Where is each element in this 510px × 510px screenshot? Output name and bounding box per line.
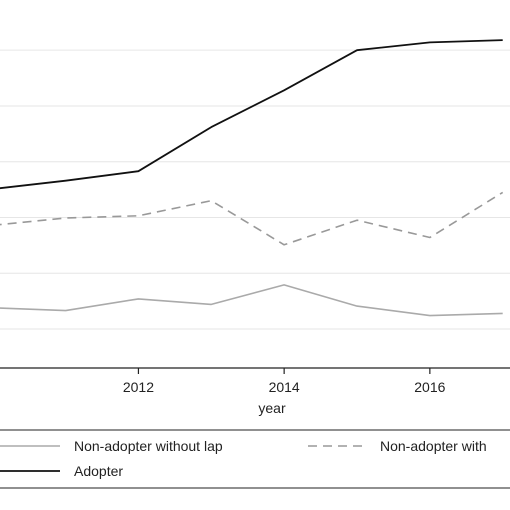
x-tick-label: 2012 — [123, 379, 154, 395]
x-axis-title: year — [258, 400, 286, 416]
series-line-3 — [0, 39, 503, 190]
series-line-1 — [0, 284, 503, 317]
legend-label-1: Non-adopter without lap — [74, 438, 223, 454]
series-lines — [0, 39, 504, 317]
legend-entries: Non-adopter without lap Non-adopter with A… — [0, 438, 487, 479]
x-axis-ticks: 2012 2014 2016 — [123, 368, 446, 395]
legend: Non-adopter without lap Non-adopter with A… — [0, 429, 510, 489]
gridlines — [0, 49, 510, 330]
series-line-2 — [0, 191, 504, 246]
x-tick-label: 2016 — [414, 379, 445, 395]
legend-label-3: Adopter — [74, 463, 123, 479]
legend-box — [0, 429, 510, 489]
x-tick-label: 2014 — [269, 379, 300, 395]
legend-label-2: Non-adopter with — [380, 438, 487, 454]
